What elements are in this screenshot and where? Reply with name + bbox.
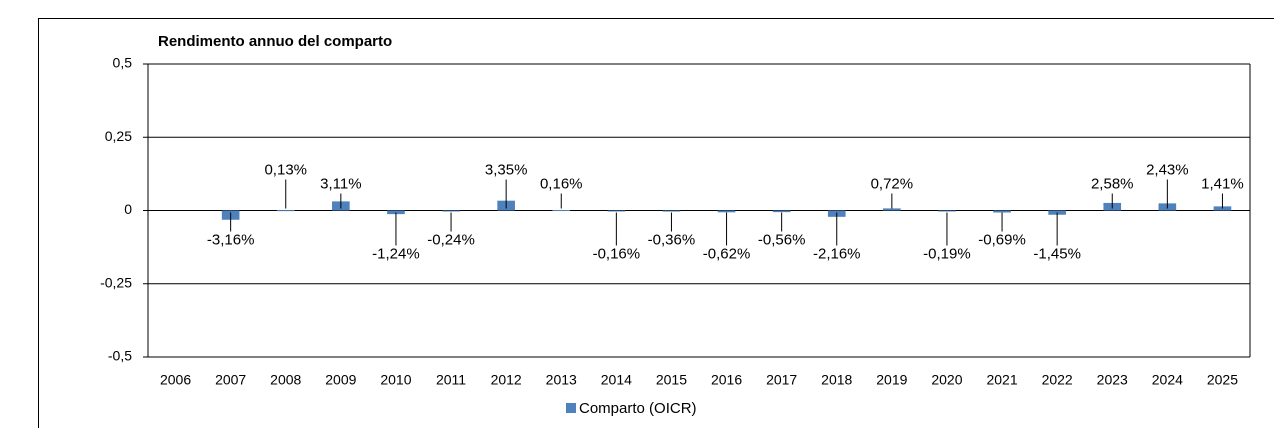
y-tick-label: -0,25 — [100, 274, 132, 290]
bar — [387, 210, 405, 215]
x-tick-label: 2008 — [270, 372, 301, 388]
data-label: -3,16% — [207, 231, 255, 248]
data-label: -0,16% — [593, 245, 641, 262]
data-label: -0,24% — [427, 231, 475, 248]
data-label: 0,13% — [264, 161, 307, 178]
x-tick-label: 2010 — [380, 372, 411, 388]
data-label: 2,43% — [1146, 161, 1189, 178]
data-label: -0,19% — [923, 245, 971, 262]
bar — [276, 210, 295, 212]
x-tick-label: 2019 — [876, 372, 907, 388]
data-label: 3,35% — [485, 161, 528, 178]
y-tick-label: 0 — [124, 201, 132, 217]
bar — [607, 210, 626, 212]
data-label: -2,16% — [813, 245, 861, 262]
bar — [772, 210, 791, 213]
x-tick-label: 2024 — [1152, 372, 1183, 388]
x-tick-label: 2020 — [931, 372, 962, 388]
x-tick-label: 2022 — [1042, 372, 1073, 388]
chart-frame — [38, 18, 1274, 428]
data-label: -0,36% — [648, 231, 696, 248]
bar — [938, 210, 956, 212]
legend-label: Comparto (OICR) — [579, 400, 697, 417]
data-label: -0,69% — [978, 231, 1026, 248]
x-tick-label: 2009 — [325, 372, 356, 388]
bar — [552, 210, 571, 212]
y-tick-label: -0,5 — [108, 348, 132, 364]
y-tick-label: 0,5 — [113, 55, 133, 71]
data-label: 1,41% — [1201, 175, 1244, 192]
x-tick-label: 2011 — [436, 372, 466, 388]
x-tick-label: 2013 — [546, 372, 577, 388]
y-tick-label: 0,25 — [105, 128, 132, 144]
bar — [442, 210, 460, 212]
x-tick-label: 2025 — [1207, 372, 1238, 388]
x-tick-label: 2016 — [711, 372, 742, 388]
x-tick-label: 2014 — [601, 372, 632, 388]
data-label: 0,72% — [871, 175, 914, 192]
legend-marker — [566, 403, 576, 413]
data-label: 0,16% — [540, 175, 583, 192]
x-tick-label: 2015 — [656, 372, 687, 388]
bar — [883, 208, 901, 211]
x-tick-label: 2006 — [160, 372, 191, 388]
bar — [993, 210, 1011, 213]
data-label: -1,24% — [372, 245, 420, 262]
x-tick-label: 2012 — [491, 372, 522, 388]
bar — [662, 210, 681, 212]
data-label: -0,56% — [758, 231, 806, 248]
x-tick-label: 2021 — [986, 372, 1017, 388]
x-tick-label: 2007 — [215, 372, 246, 388]
x-tick-label: 2017 — [766, 372, 797, 388]
data-label: 2,58% — [1091, 175, 1134, 192]
data-label: -1,45% — [1033, 245, 1081, 262]
x-tick-label: 2018 — [821, 372, 852, 388]
data-label: -0,62% — [703, 245, 751, 262]
bar — [717, 210, 736, 213]
x-tick-label: 2023 — [1097, 372, 1128, 388]
data-label: 3,11% — [320, 175, 361, 192]
chart-title: Rendimento annuo del comparto — [158, 33, 392, 50]
